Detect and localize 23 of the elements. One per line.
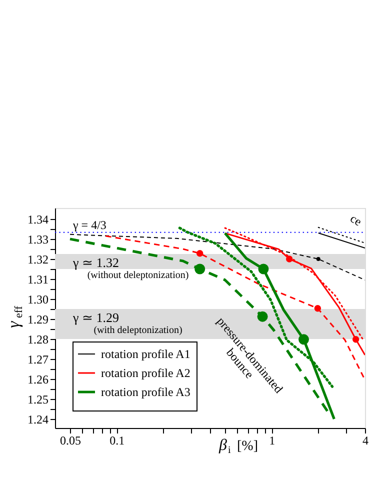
y-tick-label: 1.34 (28, 212, 48, 226)
y-tick-label: 1.30 (28, 292, 48, 306)
y-tick-label: 1.25 (28, 392, 48, 406)
x-tick-label: 4 (362, 434, 368, 448)
y-axis-title: γeff (4, 306, 25, 328)
band-label: γ ≃ 1.29 (with deleptonization) (72, 310, 182, 336)
band-label: γ ≃ 1.32 (without deleptonization) (72, 255, 189, 281)
annotation: ce (348, 211, 364, 229)
x-tick-label: 0.05 (60, 434, 82, 448)
y-tick-label: 1.28 (28, 332, 48, 346)
x-tick-label: 0.1 (110, 434, 125, 448)
y-tick-label: 1.33 (28, 232, 48, 246)
y-tick-label: 1.32 (28, 252, 48, 266)
legend-label: rotation profile A1 (101, 347, 190, 361)
y-tick-label: 1.26 (28, 372, 48, 386)
legend-label: rotation profile A3 (101, 385, 190, 399)
annotation: γ = 4/3 (72, 218, 106, 232)
x-tick-label: 1 (269, 434, 276, 448)
y-tick-label: 1.27 (28, 352, 48, 366)
legend-label: rotation profile A2 (101, 366, 190, 380)
y-tick-label: 1.24 (28, 412, 48, 426)
y-tick-label: 1.31 (28, 272, 48, 286)
y-tick-label: 1.29 (28, 312, 48, 326)
